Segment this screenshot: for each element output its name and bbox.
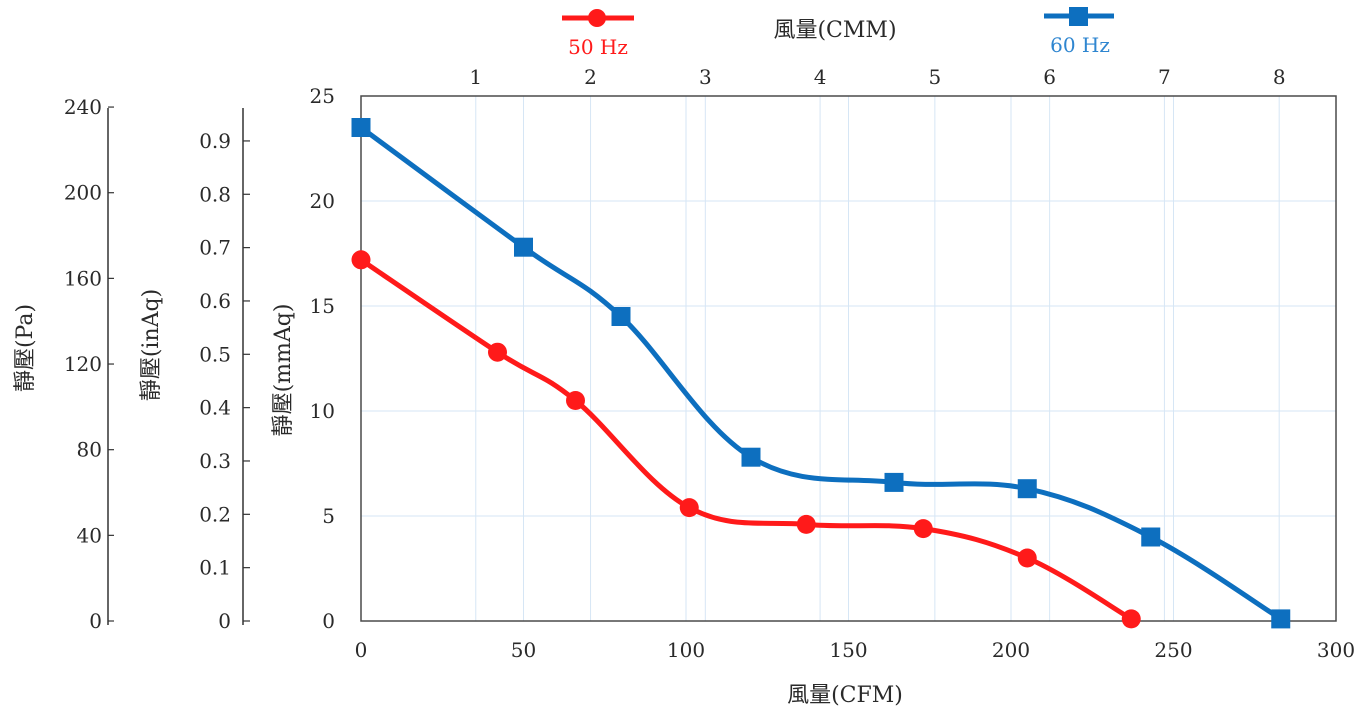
y-tick-label: 25 [310, 84, 335, 108]
data-point-60hz [884, 472, 904, 492]
inaq-tick-label: 0.5 [199, 342, 231, 366]
legend-50hz-marker [588, 9, 606, 27]
data-point-60hz [611, 307, 631, 326]
y-tick-label: 10 [310, 399, 335, 423]
y-inaq-axis-label: 靜壓(inAq) [139, 289, 164, 401]
x-tick-label: 0 [355, 638, 368, 662]
x-top-tick-label: 8 [1273, 65, 1286, 89]
x-top-tick-label: 4 [814, 65, 827, 89]
inaq-tick-label: 0.7 [199, 236, 231, 260]
inaq-tick-label: 0.1 [199, 556, 231, 580]
inaq-tick-label: 0.8 [199, 182, 231, 206]
inaq-tick-label: 0.6 [199, 289, 231, 313]
pa-tick-label: 0 [89, 609, 102, 633]
inaq-tick-label: 0.9 [199, 129, 231, 153]
y-pa-axis-label: 靜壓(Pa) [13, 304, 38, 392]
x-tick-label: 100 [667, 638, 705, 662]
data-point-50hz [1121, 609, 1141, 629]
pa-tick-label: 200 [64, 181, 102, 205]
data-point-50hz [1017, 548, 1037, 568]
grid [361, 96, 1336, 621]
x-top-axis-label: 風量(CMM) [773, 18, 896, 43]
data-point-60hz [351, 118, 371, 137]
inaq-tick-label: 0.2 [199, 502, 231, 526]
y-axis-label: 靜壓(mmAq) [271, 304, 296, 437]
x-top-tick-label: 5 [928, 65, 941, 89]
y-tick-label: 0 [322, 609, 335, 633]
legend: 50 Hz 60 Hz [562, 7, 1114, 59]
x-top-tick-label: 7 [1158, 65, 1171, 89]
data-point-50hz [351, 250, 371, 270]
x-tick-label: 200 [992, 638, 1030, 662]
data-point-50hz [796, 514, 816, 534]
x-axis-label: 風量(CFM) [787, 683, 903, 708]
plot-frame [360, 95, 1337, 622]
inaq-tick-label: 0.4 [199, 396, 231, 420]
pa-tick-label: 40 [77, 523, 102, 547]
x-top-tick-label: 1 [469, 65, 482, 89]
legend-50hz-label: 50 Hz [568, 35, 628, 59]
x-top-tick-label: 3 [699, 65, 712, 89]
x-top-tick-label: 2 [584, 65, 597, 89]
data-point-50hz [913, 519, 933, 539]
inaq-tick-label: 0 [218, 609, 231, 633]
pa-tick-label: 120 [64, 352, 102, 376]
y-tick-label: 15 [310, 294, 335, 318]
inaq-tick-label: 0.3 [199, 449, 231, 473]
y-tick-label: 5 [322, 504, 335, 528]
data-point-60hz [1017, 479, 1037, 499]
data-point-60hz [514, 237, 533, 257]
data-point-60hz [1141, 527, 1161, 547]
x-tick-label: 250 [1154, 638, 1192, 662]
series-line-50hz [358, 257, 1134, 622]
data-point-50hz [679, 498, 699, 518]
series-60hz [351, 118, 1291, 629]
x-tick-label: 50 [511, 638, 536, 662]
pa-tick-label: 240 [64, 95, 102, 119]
data-point-50hz [566, 391, 585, 410]
pa-tick-label: 160 [64, 266, 102, 290]
data-point-60hz [1271, 609, 1291, 629]
y-tick-label: 20 [310, 189, 335, 213]
data-point-50hz [488, 342, 507, 362]
x-tick-label: 300 [1317, 638, 1355, 662]
pa-tick-label: 80 [77, 438, 102, 462]
legend-60hz-marker [1069, 7, 1088, 26]
legend-60hz-label: 60 Hz [1050, 33, 1110, 57]
data-point-60hz [741, 447, 761, 467]
x-tick-label: 150 [829, 638, 867, 662]
x-top-tick-label: 6 [1043, 65, 1056, 89]
series [351, 118, 1291, 629]
series-50hz [351, 250, 1141, 629]
